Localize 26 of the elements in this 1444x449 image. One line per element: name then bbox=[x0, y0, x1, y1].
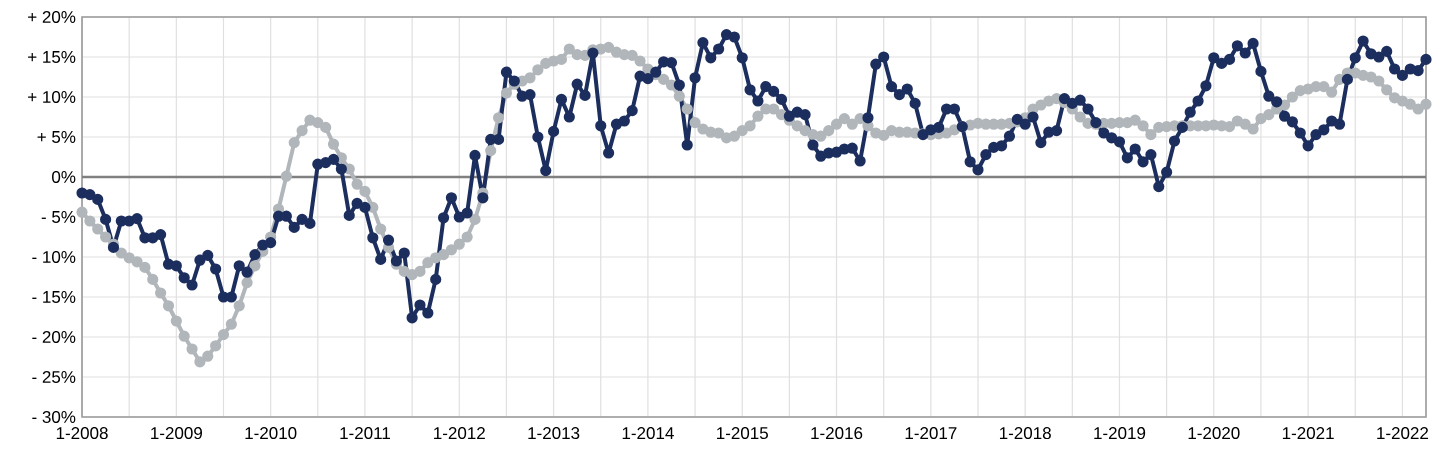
x-tick-label: 1-2010 bbox=[245, 427, 297, 440]
y-tick-label: + 15% bbox=[28, 51, 76, 63]
y-tick-label: + 10% bbox=[28, 90, 76, 103]
x-tick-label: 1-2019 bbox=[1094, 427, 1146, 440]
y-tick-label: - 15% bbox=[32, 291, 76, 303]
x-tick-label: 1-2014 bbox=[622, 427, 674, 440]
y-tick-label: - 20% bbox=[32, 330, 76, 343]
x-tick-label: 1-2012 bbox=[434, 427, 485, 440]
y-tick-label: + 20% bbox=[28, 10, 76, 24]
y-tick-label: - 5% bbox=[41, 211, 76, 223]
y-tick-label: - 25% bbox=[32, 370, 76, 383]
y-tick-label: + 5% bbox=[37, 131, 76, 143]
x-tick-label: 1-2018 bbox=[999, 427, 1051, 440]
x-tick-label: 1-2020 bbox=[1188, 427, 1240, 440]
y-tick-label: 0% bbox=[52, 170, 76, 183]
y-tick-label: - 10% bbox=[32, 250, 76, 263]
x-tick-label: 1-2009 bbox=[151, 427, 202, 440]
x-tick-label: 1-2017 bbox=[905, 427, 957, 440]
x-tick-label: 1-2015 bbox=[717, 427, 768, 440]
x-tick-label: 1-2011 bbox=[340, 427, 390, 440]
x-tick-label: 1-2013 bbox=[528, 427, 580, 440]
y-tick-label: - 30% bbox=[32, 410, 76, 423]
x-tick-label: 1-2008 bbox=[56, 427, 108, 440]
x-tick-label: 1-2021 bbox=[1282, 427, 1334, 440]
x-tick-label: 1-2016 bbox=[811, 427, 863, 440]
x-tick-label: 1-2022 bbox=[1377, 427, 1429, 440]
